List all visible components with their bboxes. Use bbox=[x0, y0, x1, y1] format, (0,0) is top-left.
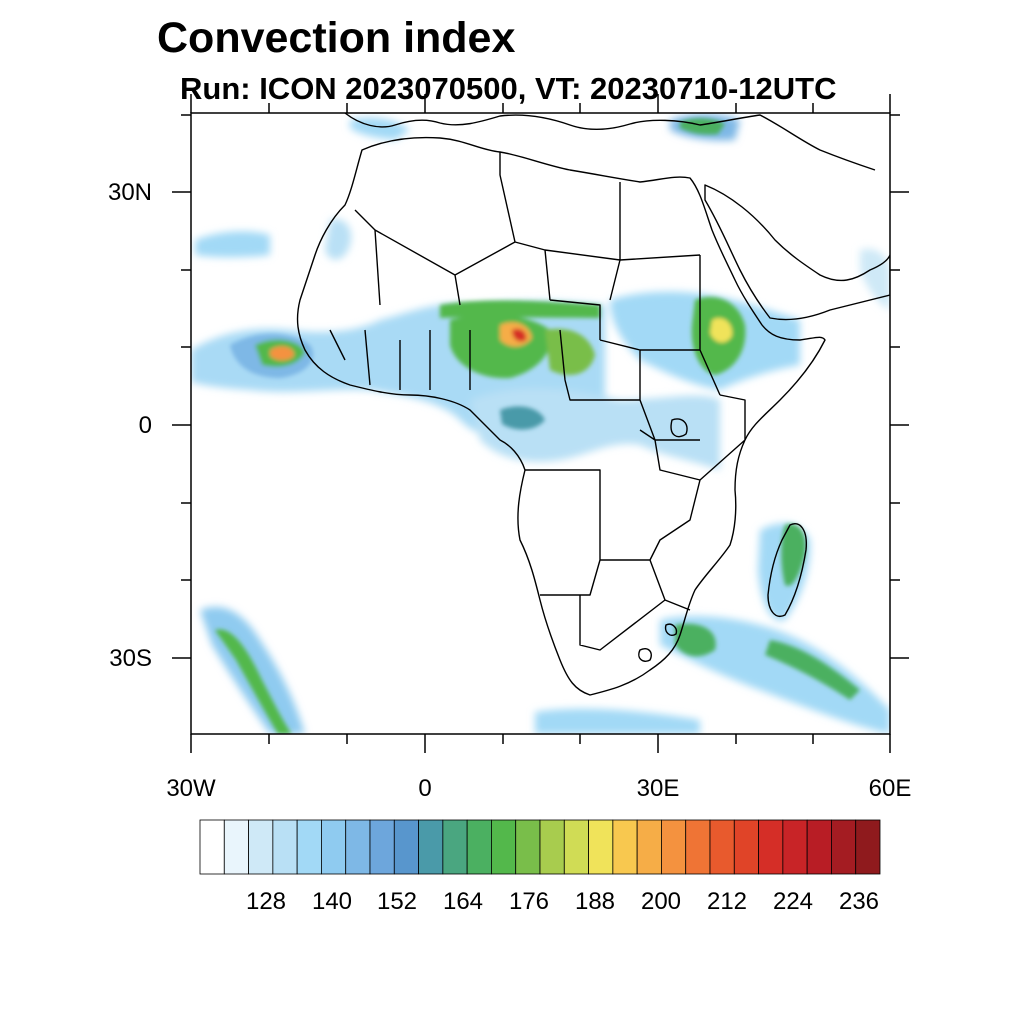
colorbar-swatch bbox=[855, 819, 881, 875]
lat-ticks bbox=[172, 114, 909, 659]
convection-region-atlantic-north bbox=[195, 231, 270, 258]
lon-label-30e: 30E bbox=[636, 775, 680, 802]
colorbar-label: 176 bbox=[508, 888, 550, 915]
convection-core-central bbox=[545, 328, 595, 375]
colorbar-swatch bbox=[393, 819, 419, 875]
border-lines bbox=[329, 152, 746, 651]
colorbar-swatch bbox=[272, 819, 298, 875]
lon-label-30w: 30W bbox=[166, 775, 216, 802]
chart-title: Convection index bbox=[157, 14, 516, 62]
colorbar-swatch bbox=[563, 819, 589, 875]
colorbar-swatch bbox=[199, 819, 225, 875]
lon-label-60e: 60E bbox=[868, 775, 912, 802]
colorbar-swatch bbox=[831, 819, 857, 875]
convection-core-ethiopia-hot bbox=[710, 317, 733, 343]
lon-ticks bbox=[190, 94, 891, 753]
coastline-madagascar bbox=[767, 523, 807, 617]
coastline-africa bbox=[296, 136, 826, 696]
colorbar-swatch bbox=[612, 819, 638, 875]
convection-core-madagascar bbox=[781, 524, 806, 586]
colorbar-label: 224 bbox=[772, 888, 814, 915]
colorbar-swatch bbox=[296, 819, 322, 875]
convection-region-southern-ocean bbox=[660, 616, 890, 734]
colorbar-swatch bbox=[661, 819, 687, 875]
colorbar-label: 128 bbox=[245, 888, 287, 915]
convection-core-west-coast-hot bbox=[270, 346, 295, 361]
colorbar-swatch bbox=[539, 819, 565, 875]
colorbar-swatch bbox=[491, 819, 517, 875]
colorbar-swatch bbox=[442, 819, 468, 875]
colorbar-swatch bbox=[418, 819, 444, 875]
convection-region-south-atlantic bbox=[535, 708, 700, 734]
colorbar-swatch bbox=[709, 819, 735, 875]
colorbar-label: 152 bbox=[376, 888, 418, 915]
lon-label-0: 0 bbox=[418, 775, 432, 802]
convection-core-southwest-band bbox=[215, 629, 292, 734]
lake-victoria bbox=[670, 418, 688, 438]
lat-label-30s: 30S bbox=[109, 645, 152, 672]
map-boundaries bbox=[296, 113, 890, 696]
lat-label-30n: 30N bbox=[107, 179, 152, 206]
coastline-arabia bbox=[704, 184, 890, 321]
colorbar-swatch bbox=[466, 819, 492, 875]
convection-core-equatorial-green bbox=[500, 406, 545, 430]
lat-label-0: 0 bbox=[138, 412, 152, 439]
colorbar-swatch bbox=[758, 819, 784, 875]
chart-subtitle: Run: ICON 2023070500, VT: 20230710-12UTC bbox=[180, 71, 837, 106]
lake-lesotho bbox=[638, 648, 652, 662]
colorbar bbox=[199, 819, 881, 875]
colorbar-swatch bbox=[515, 819, 541, 875]
colorbar-swatch bbox=[223, 819, 249, 875]
convection-core-sahel-line bbox=[440, 300, 600, 318]
colorbar-swatch bbox=[733, 819, 759, 875]
colorbar-swatch bbox=[588, 819, 614, 875]
colorbar-label: 200 bbox=[640, 888, 682, 915]
colorbar-swatch bbox=[345, 819, 371, 875]
coastline-europe bbox=[344, 113, 876, 171]
colorbar-label: 236 bbox=[838, 888, 880, 915]
colorbar-swatch bbox=[782, 819, 808, 875]
convection-region-northwest bbox=[325, 219, 352, 260]
colorbar-swatch bbox=[685, 819, 711, 875]
convection-core-nigeria-red bbox=[512, 328, 527, 342]
colorbar-label: 212 bbox=[706, 888, 748, 915]
convection-core-southern-band bbox=[765, 640, 860, 700]
colorbar-swatch bbox=[321, 819, 347, 875]
colorbar-label: 164 bbox=[442, 888, 484, 915]
lake-swaziland bbox=[664, 623, 678, 636]
convection-core-south-africa bbox=[675, 623, 716, 657]
colorbar-label: 140 bbox=[311, 888, 353, 915]
colorbar-swatch bbox=[636, 819, 662, 875]
map-frame bbox=[190, 112, 891, 735]
convection-region-equatorial bbox=[470, 388, 720, 470]
colorbar-swatch bbox=[369, 819, 395, 875]
colorbar-swatch bbox=[806, 819, 832, 875]
colorbar-label: 188 bbox=[574, 888, 616, 915]
colorbar-swatch bbox=[248, 819, 274, 875]
